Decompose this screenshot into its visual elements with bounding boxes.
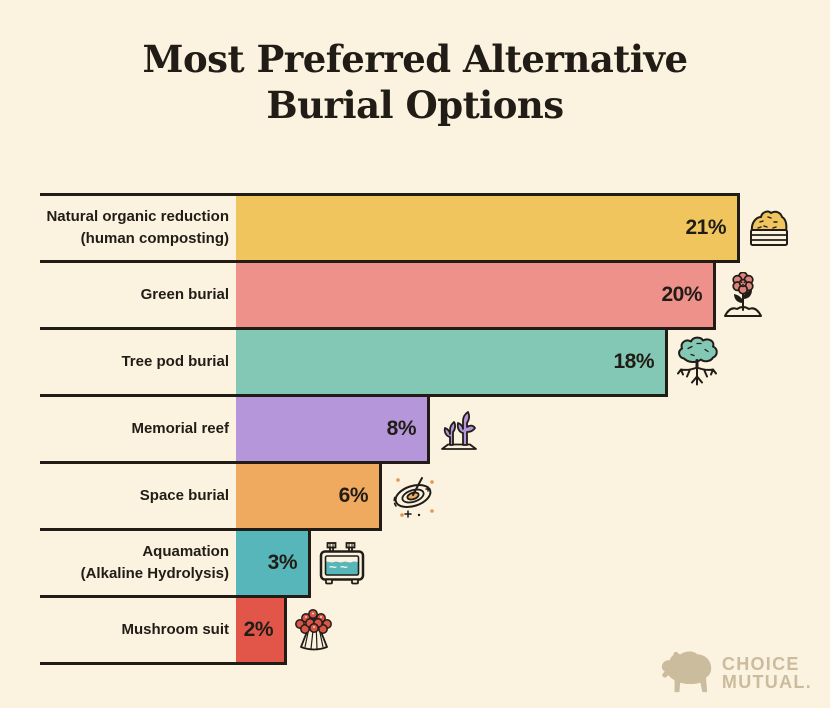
bar-label: Tree pod burial [40, 330, 236, 394]
bar-value: 20% [661, 283, 702, 306]
chart-title-line1: Most Preferred Alternative [142, 37, 688, 81]
bar-value: 6% [338, 484, 369, 507]
flower-sprout-icon [722, 272, 764, 318]
compost-bin-icon [746, 208, 792, 248]
bar: 2% [236, 598, 284, 662]
bear-icon [659, 650, 715, 696]
bar-value: 21% [685, 216, 726, 239]
chart-row: Mushroom suit 2% [40, 598, 332, 665]
bar: 18% [236, 330, 665, 394]
aquamation-tank-icon [317, 541, 367, 585]
bar-label-line1: Natural organic reduction [46, 208, 229, 226]
bar-value: 3% [267, 551, 298, 574]
mushroom-cluster-icon [293, 607, 335, 653]
chart-row: Tree pod burial 18% [40, 330, 718, 397]
bar-value: 8% [386, 417, 417, 440]
tree-with-roots-icon [674, 336, 720, 388]
bar-label: Mushroom suit [40, 598, 236, 662]
chart-row: Green burial 20% [40, 263, 762, 330]
bar-label: Aquamation (Alkaline Hydrolysis) [40, 531, 236, 595]
chart-title: Most Preferred Alternative Burial Option… [0, 36, 830, 129]
bar: 21% [236, 196, 737, 260]
bar: 6% [236, 464, 379, 528]
brand-name-line2: MUTUAL. [721, 672, 812, 692]
chart-row: Aquamation (Alkaline Hydrolysis) 3% [40, 531, 365, 598]
bar-label-line1: Space burial [139, 487, 229, 505]
bar-value: 18% [613, 350, 654, 373]
bar-label-line1: Aquamation [142, 543, 229, 561]
bar-label-line1: Memorial reef [131, 420, 229, 438]
bar-label-line1: Green burial [140, 286, 229, 304]
galaxy-icon [388, 471, 438, 521]
bar: 8% [236, 397, 427, 461]
brand-name-line1: CHOICE [721, 653, 800, 674]
bar-label: Green burial [40, 263, 236, 327]
bar: 20% [236, 263, 713, 327]
chart-row: Natural organic reduction (human compost… [40, 193, 788, 263]
bar-label-line2: (Alkaline Hydrolysis) [80, 565, 229, 582]
chart-row: Space burial 6% [40, 464, 434, 531]
coral-icon [436, 407, 482, 451]
brand-logo: CHOICE MUTUAL. [659, 650, 812, 696]
bar-label-line2: (human composting) [80, 230, 229, 247]
chart-title-line2: Burial Options [266, 83, 564, 128]
bar-label-line1: Mushroom suit [121, 621, 230, 639]
bar-label: Space burial [40, 464, 236, 528]
brand-name: CHOICE MUTUAL. [721, 653, 812, 692]
chart-row: Memorial reef 8% [40, 397, 477, 464]
bar-label: Natural organic reduction (human compost… [40, 196, 236, 260]
bar-label-line1: Tree pod burial [121, 353, 229, 371]
bar: 3% [236, 531, 308, 595]
bar-value: 2% [243, 618, 274, 641]
bar-label: Memorial reef [40, 397, 236, 461]
bar-chart: Natural organic reduction (human compost… [40, 193, 788, 665]
